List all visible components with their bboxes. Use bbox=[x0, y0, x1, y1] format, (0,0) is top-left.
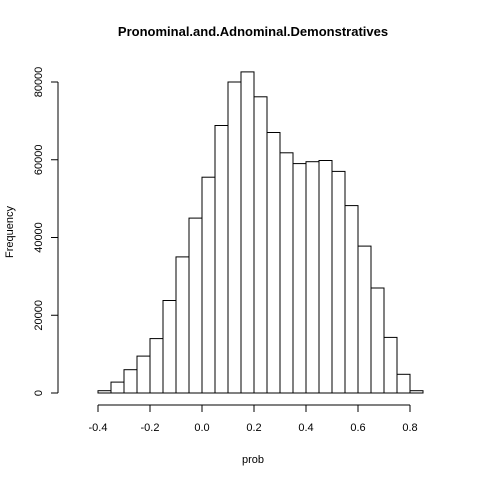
histogram-bar bbox=[240, 71, 255, 394]
x-tick-label: 0.0 bbox=[194, 422, 209, 434]
histogram-bar bbox=[331, 170, 346, 394]
y-tick-label: 20000 bbox=[33, 300, 45, 331]
histogram-bar bbox=[266, 132, 281, 394]
histogram-bar bbox=[188, 217, 203, 394]
y-tick-label: 0 bbox=[33, 390, 45, 396]
histogram-bar bbox=[279, 152, 294, 394]
chart-title: Pronominal.and.Adnominal.Demonstratives bbox=[118, 24, 388, 39]
y-tick-label: 40000 bbox=[33, 222, 45, 253]
x-tick-label: 0.6 bbox=[350, 422, 365, 434]
x-tick-label: 0.8 bbox=[402, 422, 417, 434]
histogram-bar bbox=[175, 256, 190, 394]
x-tick-label: 0.2 bbox=[246, 422, 261, 434]
x-tick-label: -0.4 bbox=[89, 422, 108, 434]
histogram-bar bbox=[318, 160, 333, 394]
histogram-bar bbox=[123, 369, 138, 394]
y-axis-label: Frequency bbox=[4, 206, 16, 258]
histogram-bar bbox=[357, 245, 372, 394]
histogram-bar bbox=[396, 373, 411, 394]
histogram-bar bbox=[110, 381, 125, 394]
y-tick-label: 80000 bbox=[33, 67, 45, 98]
histogram-bar bbox=[305, 161, 320, 394]
histogram-bar bbox=[149, 338, 164, 394]
x-tick-label: 0.4 bbox=[298, 422, 313, 434]
histogram-bar bbox=[201, 176, 216, 394]
x-axis: -0.4 -0.2 0.0 0.2 0.4 0.6 0.8 bbox=[89, 404, 418, 434]
y-axis: 0 20000 40000 60000 80000 bbox=[33, 67, 59, 396]
histogram-bar bbox=[162, 300, 177, 394]
histogram-bar bbox=[97, 390, 112, 394]
histogram-bar bbox=[409, 390, 424, 394]
histogram-bar bbox=[344, 205, 359, 394]
histogram-bar bbox=[370, 287, 385, 394]
histogram-bar bbox=[383, 336, 398, 394]
y-tick-label: 60000 bbox=[33, 145, 45, 176]
x-tick-label: -0.2 bbox=[141, 422, 160, 434]
histogram-bar bbox=[214, 125, 229, 394]
histogram-bar bbox=[253, 96, 268, 394]
bars-group bbox=[97, 71, 424, 394]
histogram-bar bbox=[136, 355, 151, 394]
histogram-bar bbox=[292, 163, 307, 394]
histogram-bar bbox=[227, 81, 242, 394]
x-axis-label: prob bbox=[242, 454, 264, 466]
